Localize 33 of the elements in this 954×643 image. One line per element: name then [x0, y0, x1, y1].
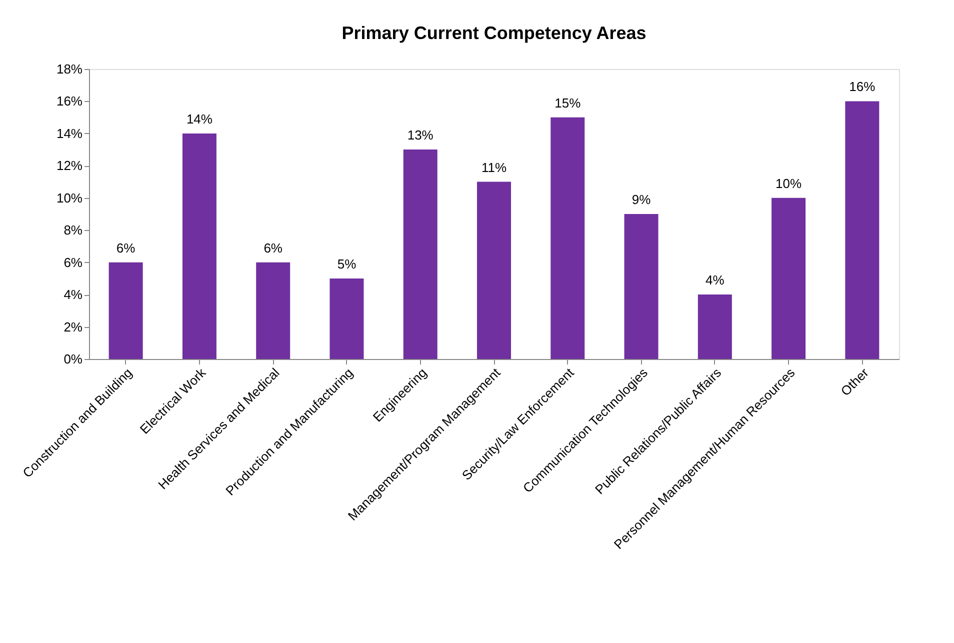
y-tick-label: 18%	[56, 62, 83, 76]
data-label: 4%	[706, 272, 725, 288]
y-tick-label: 8%	[64, 222, 83, 238]
y-tick-label: 0%	[64, 352, 83, 366]
data-label: 5%	[337, 256, 357, 272]
bar	[403, 150, 438, 359]
bar	[550, 117, 585, 359]
bar	[698, 294, 732, 359]
data-label: 6%	[116, 240, 136, 256]
data-label: 14%	[186, 111, 213, 126]
data-label: 6%	[264, 240, 283, 256]
data-label: 13%	[407, 128, 434, 143]
y-tick-label: 16%	[56, 94, 83, 109]
data-label: 16%	[849, 79, 876, 94]
bar	[108, 262, 143, 359]
bar	[477, 182, 511, 359]
chart-title: Primary Current Competency Areas	[342, 23, 646, 43]
bar	[256, 262, 290, 359]
y-tick-label: 4%	[64, 287, 83, 302]
y-tick-label: 6%	[64, 254, 83, 270]
bar	[845, 101, 880, 359]
y-tick-label: 14%	[56, 126, 83, 141]
data-label: 10%	[776, 176, 802, 191]
bar	[182, 133, 216, 359]
y-tick-label: 12%	[56, 158, 83, 174]
bar	[624, 214, 658, 359]
data-label: 9%	[632, 192, 652, 207]
bar	[772, 198, 806, 359]
y-tick-label: 2%	[64, 319, 83, 334]
bar	[330, 278, 364, 359]
data-label: 11%	[481, 160, 507, 175]
y-tick-label: 10%	[56, 190, 83, 206]
data-label: 15%	[554, 95, 582, 110]
